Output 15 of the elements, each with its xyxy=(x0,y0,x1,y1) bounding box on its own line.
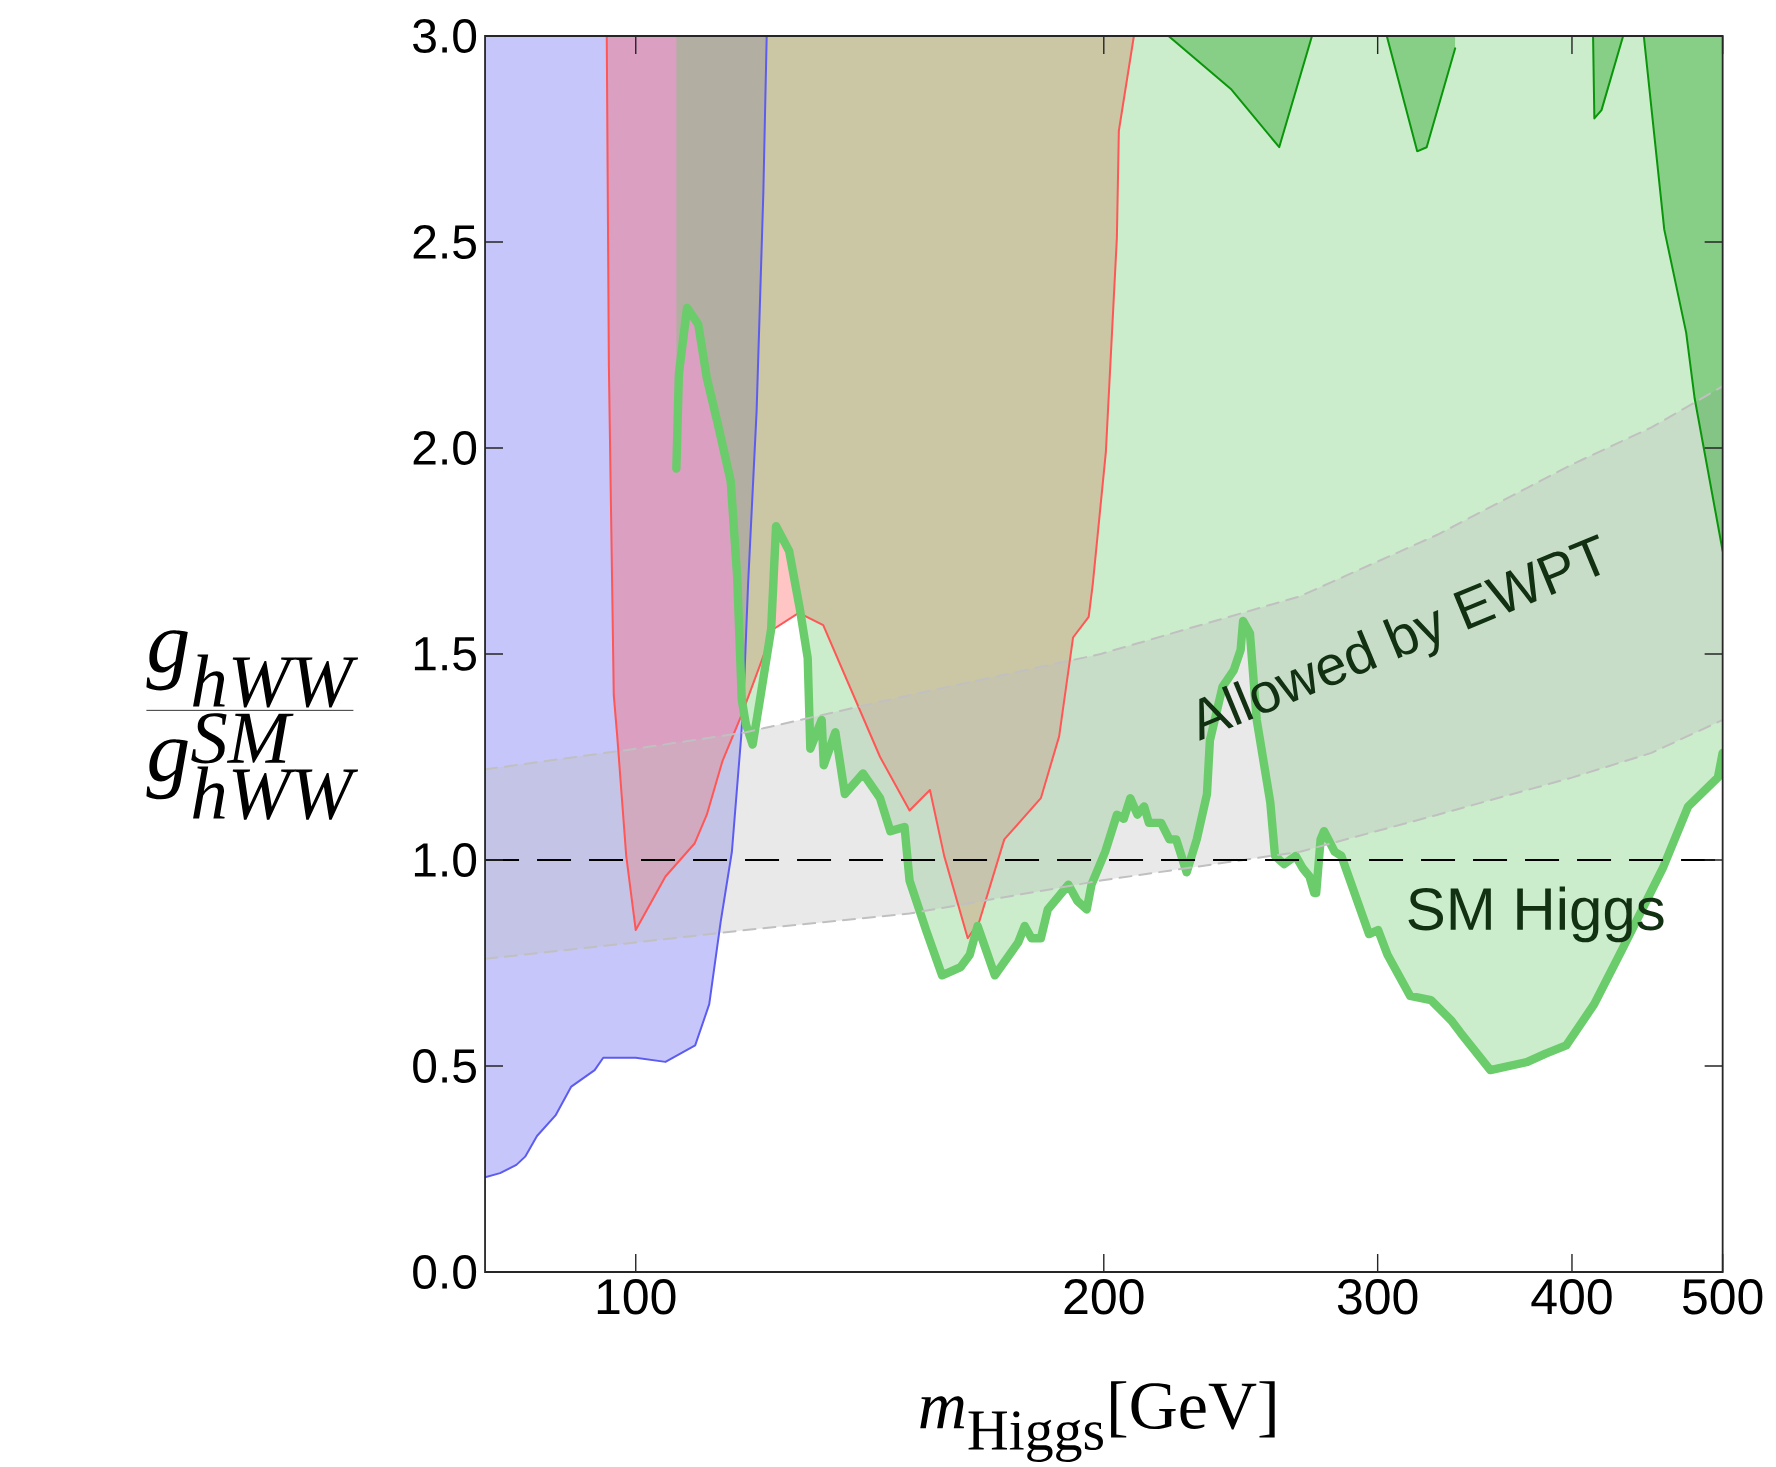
x-tick-label: 300 xyxy=(1337,1279,1418,1315)
ref-line-label: SM Higgs xyxy=(1408,886,1664,943)
x-tick-label: 400 xyxy=(1531,1279,1612,1315)
y-tick-label: 2.0 xyxy=(413,431,477,465)
y-tick-label: 1.0 xyxy=(414,843,477,877)
y-tick-label: 2.5 xyxy=(413,225,476,259)
x-tick-label: 100 xyxy=(597,1279,676,1315)
y-tick-label: 1.5 xyxy=(414,637,476,671)
y-tick-label: 0.5 xyxy=(413,1049,476,1083)
y-axis-title: $\frac{g_{hWW}}{g_{hWW}^{SM}}$ xyxy=(146,630,359,820)
y-tick-label: 0.0 xyxy=(413,1255,477,1289)
x-tick-label: 500 xyxy=(1682,1279,1763,1315)
x-axis-title: $m_{\mathrm{Higgs}}[\mathrm{GeV}]$ xyxy=(920,1381,1275,1462)
x-tick-label: 200 xyxy=(1064,1279,1144,1315)
y-tick-label: 3.0 xyxy=(413,19,477,53)
